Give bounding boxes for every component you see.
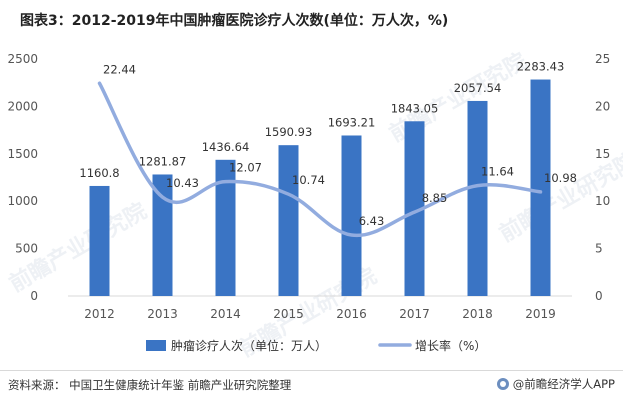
bar-value-label: 1693.21 <box>328 115 376 129</box>
bar <box>215 159 236 296</box>
bar <box>530 79 551 296</box>
line-value-label: 10.43 <box>166 176 199 190</box>
line-value-label: 8.85 <box>422 191 448 205</box>
bar-value-label: 1436.64 <box>202 140 250 154</box>
x-tick-label: 2019 <box>525 307 556 321</box>
chart-legend: 肿瘤诊疗人次（单位：万人） 增长率（%） <box>146 338 486 353</box>
y-left-tick-label: 500 <box>15 242 38 256</box>
y-right-tick-label: 10 <box>595 194 610 208</box>
x-tick-label: 2018 <box>462 307 493 321</box>
footer-divider <box>0 370 623 371</box>
y-left-tick-label: 1000 <box>7 194 38 208</box>
line-series <box>97 81 543 238</box>
x-tick-label: 2013 <box>147 307 178 321</box>
bar <box>89 185 110 296</box>
legend-line-label: 增长率（%） <box>415 338 486 353</box>
y-right-tick-label: 25 <box>595 52 610 66</box>
bar <box>278 145 299 296</box>
bar <box>404 121 425 296</box>
chart-axes: 0 500 1000 1500 2000 2500 0 5 10 15 20 25 2012 2013 20… <box>7 52 610 321</box>
bar-value-label: 1843.05 <box>391 101 439 115</box>
legend-bar-label: 肿瘤诊疗人次（单位：万人） <box>171 338 327 353</box>
line-value-label: 22.44 <box>103 62 136 76</box>
x-tick-label: 2015 <box>273 307 304 321</box>
y-left-tick-label: 0 <box>30 289 38 303</box>
bar <box>341 135 362 296</box>
x-tick-label: 2014 <box>210 307 241 321</box>
bar <box>152 174 173 296</box>
brand-logo-icon <box>496 378 509 390</box>
y-left-tick-label: 2500 <box>7 52 38 66</box>
source-note: 资料来源： 中国卫生健康统计年鉴 前瞻产业研究院整理 <box>8 378 292 392</box>
brand-text: @前瞻经济学人APP <box>512 377 615 391</box>
x-tick-label: 2016 <box>336 307 367 321</box>
x-tick-label: 2012 <box>84 307 115 321</box>
bar <box>467 100 488 296</box>
y-left-tick-label: 2000 <box>7 99 38 113</box>
x-tick-label: 2017 <box>399 307 430 321</box>
combo-chart: 0 500 1000 1500 2000 2500 0 5 10 15 20 25 2012 2013 20… <box>7 52 610 353</box>
bar-value-label: 2283.43 <box>517 60 565 74</box>
growth-rate-line <box>97 81 543 238</box>
y-right-tick-label: 15 <box>595 147 610 161</box>
bar-value-label: 1590.93 <box>265 125 313 139</box>
bar-value-label: 1160.8 <box>79 166 119 180</box>
line-value-label: 12.07 <box>229 161 262 175</box>
line-value-label: 10.98 <box>544 171 577 185</box>
y-right-tick-label: 20 <box>595 99 610 113</box>
y-right-tick-label: 5 <box>595 242 603 256</box>
bar-value-label: 2057.54 <box>454 81 502 95</box>
y-right-tick-label: 0 <box>595 289 603 303</box>
brand-credit: @前瞻经济学人APP <box>496 376 615 392</box>
bar-series <box>89 79 551 296</box>
line-value-label: 11.64 <box>481 165 514 179</box>
line-value-label: 10.74 <box>292 173 325 187</box>
data-labels: 1160.8 1281.87 1436.64 1590.93 1693.21 1843.0… <box>79 60 577 229</box>
legend-bar-swatch <box>146 340 166 351</box>
line-value-label: 6.43 <box>359 214 385 228</box>
bar-value-label: 1281.87 <box>139 154 187 168</box>
y-left-tick-label: 1500 <box>7 147 38 161</box>
chart-title: 图表3：2012-2019年中国肿瘤医院诊疗人次数(单位：万人次，%) <box>20 13 449 29</box>
